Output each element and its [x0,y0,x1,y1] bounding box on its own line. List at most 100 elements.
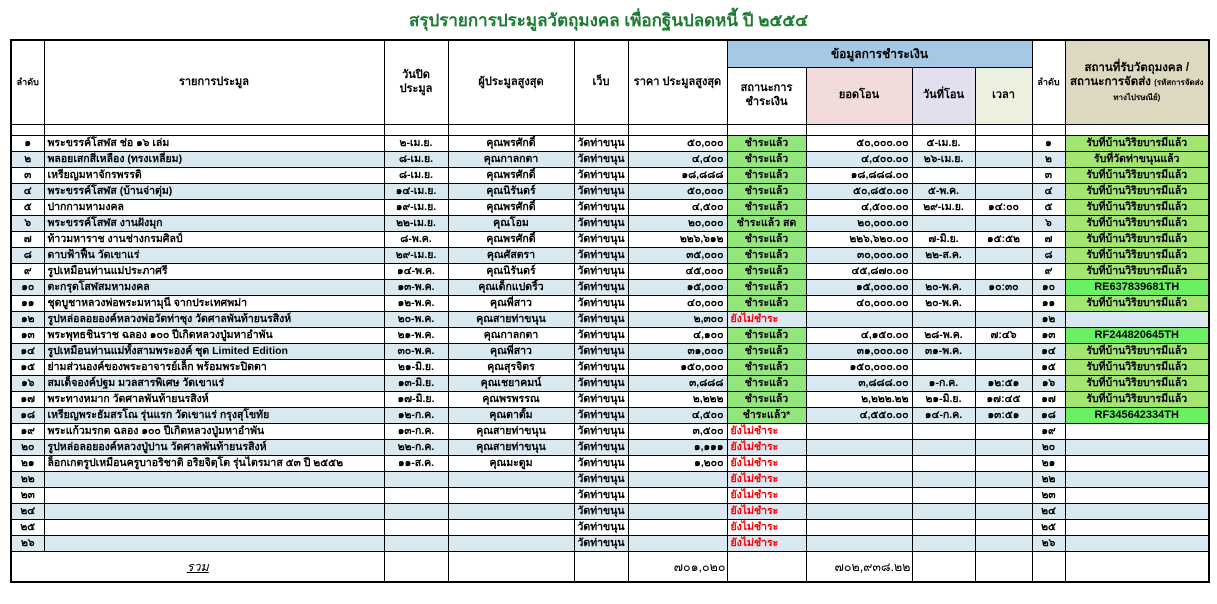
cell-place[interactable]: รับที่บ้านวิริยบารมีแล้ว [1064,263,1210,280]
cell-bidder[interactable] [447,503,575,520]
cell-close-date[interactable] [383,535,449,552]
cell-web[interactable]: วัดท่าขนุน [573,407,629,424]
cell-no-right[interactable]: ๑๙ [1031,423,1066,440]
cell-transfer-date[interactable] [911,487,976,504]
cell-item[interactable]: ตะกรุดโสฬสมหามงคล [43,279,385,296]
cell-price[interactable]: ๒๐,๐๐๐ [627,215,728,232]
cell-no-right[interactable]: ๑๔ [1031,343,1066,360]
cell-close-date[interactable]: ๑๒-ก.ค. [383,407,449,424]
cell-status[interactable]: ชำระแล้ว [726,391,807,408]
cell-no-right[interactable]: ๑๖ [1031,375,1066,392]
cell-close-date[interactable]: ๑๓-พ.ค. [383,279,449,296]
cell-no[interactable]: ๒๕ [10,519,45,536]
cell-item[interactable]: ท้าวมหาราช งานช่างกรมศิลป์ [43,231,385,248]
cell-status[interactable]: ยังไม่ชำระ [726,503,807,520]
cell-amount[interactable] [805,503,913,520]
cell-web[interactable]: วัดท่าขนุน [573,247,629,264]
cell-transfer-date[interactable]: ๑๔-ก.ค. [911,407,976,424]
cell-status[interactable]: ชำระแล้ว [726,295,807,312]
cell-bidder[interactable]: คุณมะตูม [447,455,575,472]
cell-amount[interactable]: ๔๕,๘๗๐.๐๐ [805,263,913,280]
cell-no[interactable]: ๑๗ [10,391,45,408]
cell-price[interactable] [627,519,728,536]
total-empty-cell[interactable] [726,551,807,583]
cell-time[interactable] [974,503,1033,520]
cell-close-date[interactable] [383,503,449,520]
cell-price[interactable]: ๔,๔๐๐ [627,151,728,168]
cell-price[interactable]: ๑,๑๑๑ [627,439,728,456]
cell-transfer-date[interactable]: ๕-พ.ค. [911,183,976,200]
cell-no-right[interactable]: ๒๕ [1031,519,1066,536]
cell-transfer-date[interactable] [911,455,976,472]
cell-bidder[interactable]: คุณโอม [447,215,575,232]
cell-time[interactable] [974,487,1033,504]
cell-transfer-date[interactable]: ๒๙-เม.ย. [911,199,976,216]
cell-time[interactable] [974,295,1033,312]
cell-amount[interactable] [805,455,913,472]
cell-price[interactable]: ๓,๘๘๘ [627,375,728,392]
cell-no-right[interactable]: ๑๒ [1031,311,1066,328]
cell-no[interactable]: ๕ [10,199,45,216]
cell-amount[interactable] [805,311,913,328]
cell-item[interactable]: ดาบฟ้าฟื้น วัดเขาแร่ [43,247,385,264]
cell-time[interactable]: ๗:๔๖ [974,327,1033,344]
cell-bidder[interactable]: คุณนิรันดร์ [447,183,575,200]
cell-time[interactable] [974,215,1033,232]
cell-transfer-date[interactable] [911,535,976,552]
cell-bidder[interactable]: คุณพี่สาว [447,343,575,360]
cell-close-date[interactable]: ๑๙-เม.ย. [383,199,449,216]
cell-no[interactable]: ๒๐ [10,439,45,456]
cell-transfer-date[interactable] [911,263,976,280]
cell-amount[interactable]: ๔,๕๕๐.๐๐ [805,407,913,424]
cell-place[interactable] [1064,455,1210,472]
cell-price[interactable] [627,471,728,488]
cell-item[interactable]: พระขรรค์โสฬส ช่อ ๑๖ เล่ม [43,135,385,152]
cell-web[interactable]: วัดท่าขนุน [573,535,629,552]
cell-close-date[interactable]: ๒๙-เม.ย. [383,247,449,264]
cell-no[interactable]: ๑๙ [10,423,45,440]
cell-close-date[interactable]: ๒๒-ก.ค. [383,439,449,456]
cell-price[interactable]: ๑๕,๐๐๐ [627,279,728,296]
cell-place[interactable]: รับที่บ้านวิริยบารมีแล้ว [1064,391,1210,408]
cell-status[interactable]: ยังไม่ชำระ [726,455,807,472]
cell-no-right[interactable]: ๒๑ [1031,455,1066,472]
cell-time[interactable] [974,124,1033,136]
cell-no-right[interactable]: ๑๑ [1031,295,1066,312]
cell-status[interactable]: ยังไม่ชำระ [726,423,807,440]
cell-close-date[interactable]: ๑๒-พ.ค. [383,295,449,312]
cell-bidder[interactable]: คุณพรศักดิ์ [447,167,575,184]
cell-amount[interactable] [805,535,913,552]
cell-no[interactable]: ๙ [10,263,45,280]
cell-status[interactable]: ยังไม่ชำระ [726,535,807,552]
cell-bidder[interactable] [447,471,575,488]
cell-web[interactable]: วัดท่าขนุน [573,183,629,200]
cell-close-date[interactable] [383,124,449,136]
cell-bidder[interactable] [447,535,575,552]
cell-close-date[interactable]: ๒๑-พ.ค. [383,327,449,344]
cell-price[interactable] [627,124,728,136]
cell-status[interactable]: ชำระแล้ว [726,247,807,264]
cell-time[interactable] [974,135,1033,152]
cell-place[interactable] [1064,311,1210,328]
cell-item[interactable]: พระขรรค์โสฬส งานฝังมุก [43,215,385,232]
cell-amount[interactable]: ๔,๔๐๐.๐๐ [805,151,913,168]
cell-status[interactable] [726,124,807,136]
cell-amount[interactable]: ๑๘,๘๘๘.๐๐ [805,167,913,184]
total-empty-cell[interactable] [447,551,575,583]
cell-close-date[interactable] [383,487,449,504]
cell-no[interactable]: ๓ [10,167,45,184]
cell-transfer-date[interactable] [911,423,976,440]
cell-amount[interactable]: ๑๕,๐๐๐.๐๐ [805,279,913,296]
cell-amount[interactable]: ๕๐,๘๕๐.๐๐ [805,183,913,200]
cell-no[interactable]: ๑๑ [10,295,45,312]
cell-transfer-date[interactable] [911,124,976,136]
cell-amount[interactable] [805,423,913,440]
cell-no-right[interactable]: ๓ [1031,167,1066,184]
cell-no-right[interactable]: ๑๐ [1031,279,1066,296]
cell-bidder[interactable]: คุณพรศักดิ์ [447,135,575,152]
cell-no-right[interactable]: ๖ [1031,215,1066,232]
cell-item[interactable]: ย่ามส่วนองค์ของพระอาจารย์เล็ก พร้อมพระปิ… [43,359,385,376]
cell-web[interactable]: วัดท่าขนุน [573,471,629,488]
cell-bidder[interactable] [447,487,575,504]
cell-transfer-date[interactable]: ๑-ก.ค. [911,375,976,392]
